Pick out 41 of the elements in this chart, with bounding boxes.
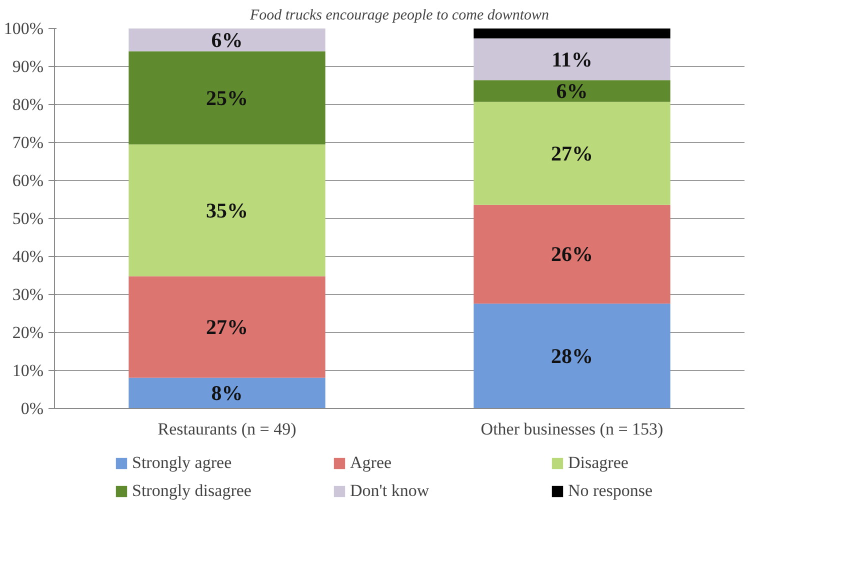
data-label: 6%: [211, 28, 243, 52]
legend-label: Disagree: [568, 453, 630, 473]
chart-title: Food trucks encourage people to come downtown: [248, 8, 550, 24]
data-label: 35%: [206, 198, 248, 222]
bar: [128, 378, 326, 408]
legend-label: Strongly disagree: [132, 481, 252, 501]
y-tick-label: 80%: [12, 95, 44, 114]
bar: [128, 51, 326, 144]
y-tick-label: 60%: [12, 171, 44, 190]
bar: [474, 102, 670, 205]
data-label: 11%: [552, 47, 592, 72]
y-tick-label: 90%: [12, 57, 44, 76]
y-tick-label: 0%: [20, 399, 44, 418]
bar: [474, 304, 670, 408]
bar: [474, 38, 670, 80]
bar: [474, 80, 670, 102]
y-tick-label: 30%: [12, 285, 44, 304]
y-tick-label: 50%: [12, 209, 44, 228]
legend-label: Strongly agree: [132, 453, 233, 473]
bar: [474, 204, 670, 304]
legend-label: Agree: [350, 453, 393, 473]
data-label: 6%: [556, 79, 588, 104]
y-tick-label: 100%: [4, 19, 44, 38]
bar: [474, 28, 670, 38]
data-label: 27%: [551, 141, 593, 166]
data-label: 8%: [211, 381, 243, 406]
x-tick-label: Restaurants (n = 49): [158, 420, 296, 438]
bar: [128, 28, 326, 52]
data-label: 25%: [206, 86, 248, 110]
bar: [128, 144, 326, 276]
y-tick-label: 10%: [12, 361, 44, 380]
x-tick-label: Other businesses (n = 153): [480, 420, 664, 438]
y-tick-label: 20%: [12, 323, 44, 342]
y-tick-label: 40%: [12, 247, 44, 266]
data-label: 26%: [551, 242, 593, 266]
legend-label: No response: [568, 481, 654, 501]
bar: [128, 276, 326, 378]
data-label: 28%: [551, 344, 593, 368]
y-tick-label: 70%: [12, 133, 44, 152]
legend-label: Don't know: [350, 481, 430, 501]
data-label: 27%: [206, 314, 248, 339]
